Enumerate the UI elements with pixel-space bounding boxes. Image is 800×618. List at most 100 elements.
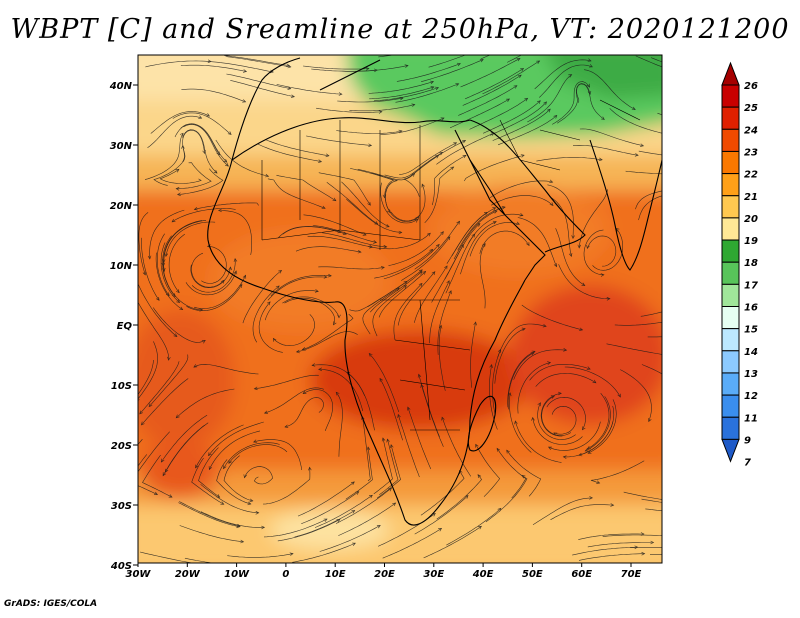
streamline	[142, 454, 173, 498]
streamline	[194, 275, 246, 309]
streamline	[314, 494, 373, 528]
streamline-arrow	[641, 551, 646, 556]
streamline-arrow	[202, 562, 203, 563]
streamline	[149, 209, 185, 259]
streamline	[557, 83, 591, 124]
streamline	[193, 363, 259, 375]
streamline	[244, 466, 273, 485]
streamline	[401, 236, 451, 281]
streamline	[650, 57, 662, 63]
colorbar-swatch	[721, 416, 740, 440]
streamline-arrow	[704, 506, 707, 509]
streamline-arrow	[266, 301, 271, 306]
streamline	[529, 364, 591, 381]
streamline-arrow	[154, 491, 159, 495]
streamline-arrow	[440, 231, 444, 235]
streamline	[228, 444, 288, 464]
streamline	[583, 229, 604, 276]
streamline-arrow	[435, 86, 440, 91]
streamline	[180, 64, 247, 72]
streamline-arrow	[492, 207, 497, 211]
streamline-arrow	[610, 503, 615, 507]
streamline	[160, 242, 180, 303]
streamline-arrow	[374, 221, 379, 225]
streamline-arrow	[513, 85, 518, 89]
streamline	[253, 439, 302, 471]
streamline	[252, 285, 280, 343]
streamline	[163, 220, 207, 263]
streamline	[312, 225, 377, 243]
streamline-arrow	[708, 514, 711, 517]
streamline	[489, 180, 553, 198]
streamline	[507, 351, 536, 408]
lat-tick-label: 30S	[111, 501, 132, 512]
streamline-arrow	[336, 519, 341, 523]
streamline-arrow	[689, 190, 692, 193]
streamline-arrow	[242, 274, 247, 279]
streamline	[303, 214, 367, 236]
streamline-arrow	[506, 98, 510, 102]
streamline	[200, 484, 259, 514]
streamline-arrow	[404, 64, 409, 68]
streamline-arrow	[634, 153, 639, 157]
streamline-arrow	[139, 410, 144, 415]
streamline	[506, 450, 542, 497]
streamline-arrow	[295, 349, 300, 354]
streamline	[318, 266, 385, 270]
streamline-arrow	[634, 545, 639, 550]
colorbar-label: 11	[744, 413, 758, 424]
streamline	[295, 246, 362, 253]
streamline-arrow	[398, 129, 403, 134]
streamline-arrow	[677, 318, 680, 321]
streamline	[436, 474, 482, 520]
streamline	[223, 455, 253, 502]
colorbar-label: 20	[744, 214, 758, 225]
streamline-arrow	[701, 157, 704, 160]
streamline-arrow	[287, 86, 292, 90]
streamline-arrow	[553, 114, 558, 119]
coastlines	[207, 57, 662, 526]
streamline-arrow	[160, 458, 165, 463]
streamline	[184, 557, 215, 563]
streamline-arrow	[440, 117, 445, 121]
streamline	[620, 369, 652, 422]
streamline	[539, 64, 593, 98]
streamline	[162, 264, 203, 311]
lon-tick-label: 30E	[423, 569, 444, 580]
lat-tick-label: 10N	[110, 261, 133, 272]
streamline	[282, 296, 340, 318]
streamline-arrow	[220, 279, 225, 284]
streamline-arrow	[587, 450, 592, 454]
streamline	[446, 508, 502, 546]
streamline-arrow	[290, 94, 295, 98]
streamline-arrow	[380, 266, 385, 270]
streamline	[548, 421, 601, 451]
streamline	[346, 198, 402, 233]
streamline-arrow	[477, 474, 482, 479]
streamline-arrow	[208, 466, 213, 471]
streamline-arrow	[206, 113, 210, 117]
streamline	[195, 424, 244, 469]
streamline-arrow	[547, 446, 552, 450]
streamline	[492, 108, 551, 141]
streamline	[258, 301, 283, 353]
streamline	[182, 129, 218, 174]
streamline	[460, 58, 521, 88]
streamline	[460, 221, 497, 275]
streamline-arrow	[431, 271, 436, 276]
streamline	[572, 546, 638, 556]
streamline-arrow	[631, 106, 636, 110]
streamline-arrow	[546, 108, 551, 113]
streamline-arrow	[565, 36, 568, 39]
streamline-arrow	[228, 266, 232, 271]
streamline-arrow	[515, 221, 520, 225]
streamline	[483, 100, 541, 134]
streamline	[587, 393, 610, 450]
streamline	[423, 526, 482, 559]
lat-tick-label: EQ	[117, 321, 133, 332]
streamline-arrow	[586, 446, 591, 450]
streamline-arrow	[650, 540, 655, 545]
streamline-arrow	[492, 220, 497, 225]
streamline	[162, 235, 176, 297]
streamline-arrow	[537, 100, 541, 104]
